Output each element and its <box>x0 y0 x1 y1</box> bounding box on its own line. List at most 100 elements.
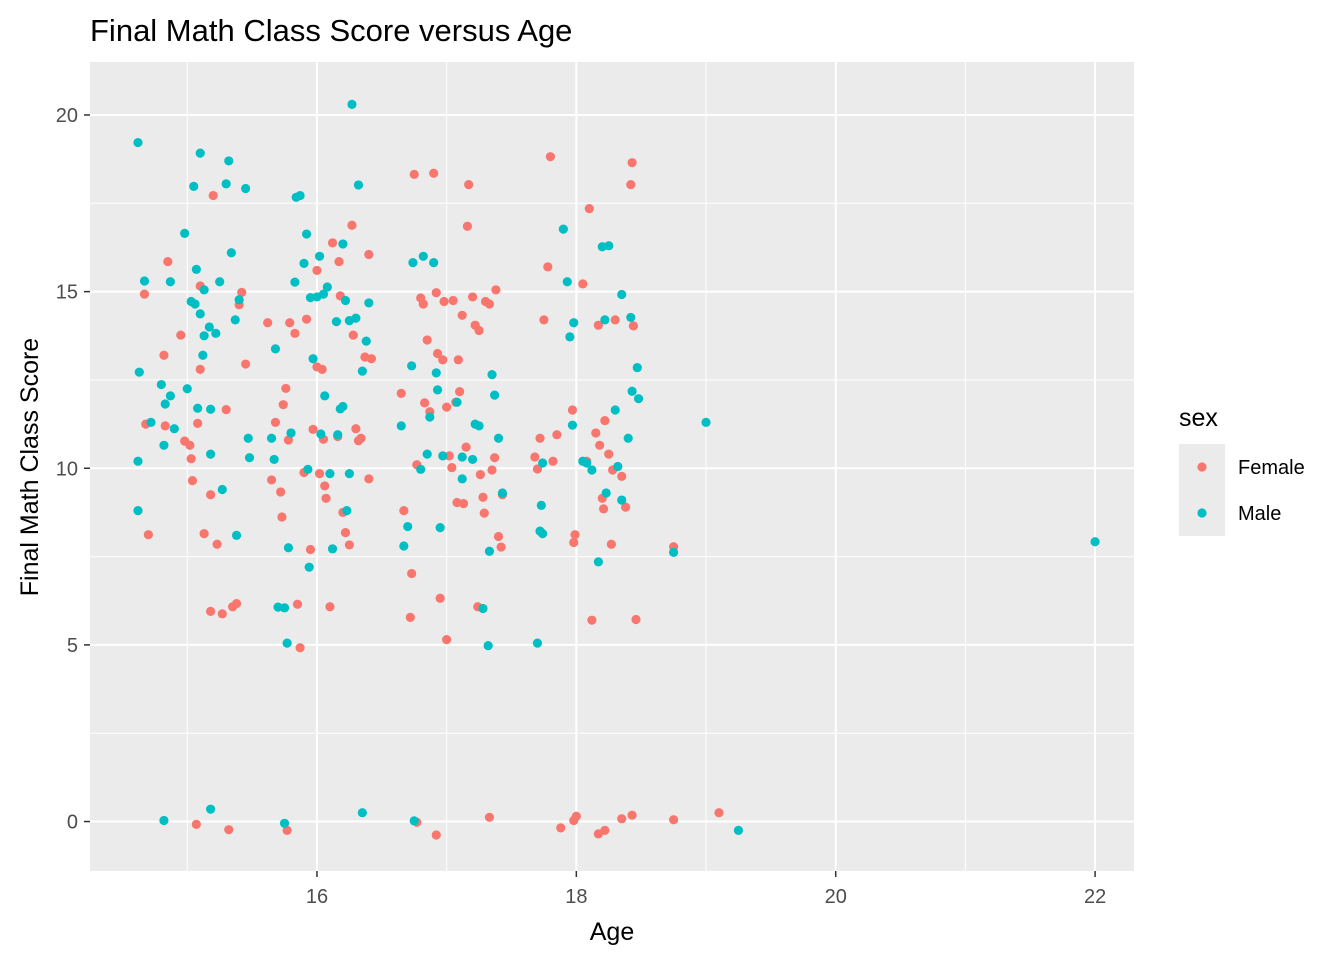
point-female <box>435 593 445 603</box>
point-male <box>593 557 603 567</box>
point-male <box>632 362 642 373</box>
point-male <box>587 465 597 475</box>
point-female <box>539 315 549 325</box>
point-female <box>453 355 463 365</box>
point-female <box>187 476 198 486</box>
point-male <box>299 258 309 268</box>
point-male <box>538 458 548 468</box>
point-female <box>457 310 467 320</box>
point-female <box>487 465 497 475</box>
point-female <box>627 810 637 820</box>
point-female <box>595 440 605 450</box>
point-male <box>617 289 627 300</box>
point-female <box>407 568 417 579</box>
point-male <box>567 420 578 430</box>
point-male <box>425 412 435 422</box>
point-male <box>538 529 548 539</box>
point-female <box>321 493 331 503</box>
point-male <box>493 433 504 443</box>
point-male <box>320 391 330 401</box>
y-tick-label: 5 <box>67 635 78 657</box>
point-female <box>405 612 415 622</box>
point-male <box>160 399 170 409</box>
point-male <box>432 385 443 395</box>
point-female <box>320 481 330 491</box>
point-male <box>532 638 543 648</box>
point-male <box>206 804 216 814</box>
point-male <box>215 277 225 287</box>
point-female <box>199 529 209 539</box>
point-female <box>600 415 610 426</box>
point-female <box>570 530 580 540</box>
point-male <box>429 258 439 268</box>
point-male <box>418 251 428 261</box>
point-female <box>621 502 631 512</box>
point-male <box>536 500 546 510</box>
point-female <box>484 812 495 822</box>
point-male <box>478 603 488 614</box>
point-male <box>206 449 216 459</box>
point-male <box>562 277 572 287</box>
point-male <box>435 523 445 533</box>
point-male <box>134 367 144 377</box>
point-male <box>487 370 497 380</box>
point-male <box>279 603 290 613</box>
point-female <box>587 615 597 625</box>
x-tick-label: 20 <box>825 886 847 908</box>
point-male <box>133 506 143 516</box>
point-female <box>458 498 469 509</box>
point-male <box>474 421 484 431</box>
point-female <box>535 433 545 443</box>
point-male <box>308 354 318 364</box>
point-male <box>314 251 325 261</box>
point-female <box>669 815 679 825</box>
point-female <box>610 315 620 325</box>
point-female <box>478 492 488 502</box>
point-male <box>431 368 441 378</box>
point-female <box>366 354 377 364</box>
point-male <box>224 156 234 166</box>
point-female <box>442 402 452 412</box>
point-female <box>364 249 374 260</box>
point-male <box>633 394 644 404</box>
point-female <box>431 830 441 840</box>
point-female <box>438 355 448 365</box>
point-female <box>292 599 303 609</box>
point-female <box>176 330 186 340</box>
point-male <box>304 562 314 572</box>
point-female <box>281 383 291 394</box>
point-male <box>422 449 432 459</box>
point-male <box>282 638 292 648</box>
point-male <box>604 241 614 251</box>
point-female <box>475 470 485 480</box>
point-male <box>193 403 203 413</box>
point-male <box>231 530 242 540</box>
point-male <box>333 430 343 440</box>
point-male <box>217 484 227 495</box>
point-female <box>571 811 581 821</box>
point-male <box>610 405 620 415</box>
point-female <box>285 318 295 328</box>
point-male <box>613 461 623 472</box>
legend: sex Female Male <box>1179 404 1305 536</box>
point-male <box>234 295 244 305</box>
point-female <box>464 179 474 190</box>
point-male <box>303 464 313 474</box>
point-male <box>322 282 332 292</box>
point-male <box>211 328 221 338</box>
point-female <box>578 279 588 289</box>
point-female <box>626 179 636 190</box>
point-female <box>455 387 465 397</box>
point-female <box>277 512 287 522</box>
point-male <box>338 239 348 249</box>
point-male <box>266 433 277 443</box>
point-female <box>606 539 616 549</box>
point-female <box>283 435 294 445</box>
point-female <box>139 289 150 299</box>
legend-label-male: Male <box>1238 503 1281 525</box>
point-female <box>276 487 286 497</box>
point-male <box>357 366 367 376</box>
point-male <box>318 289 329 299</box>
point-female <box>159 350 169 360</box>
